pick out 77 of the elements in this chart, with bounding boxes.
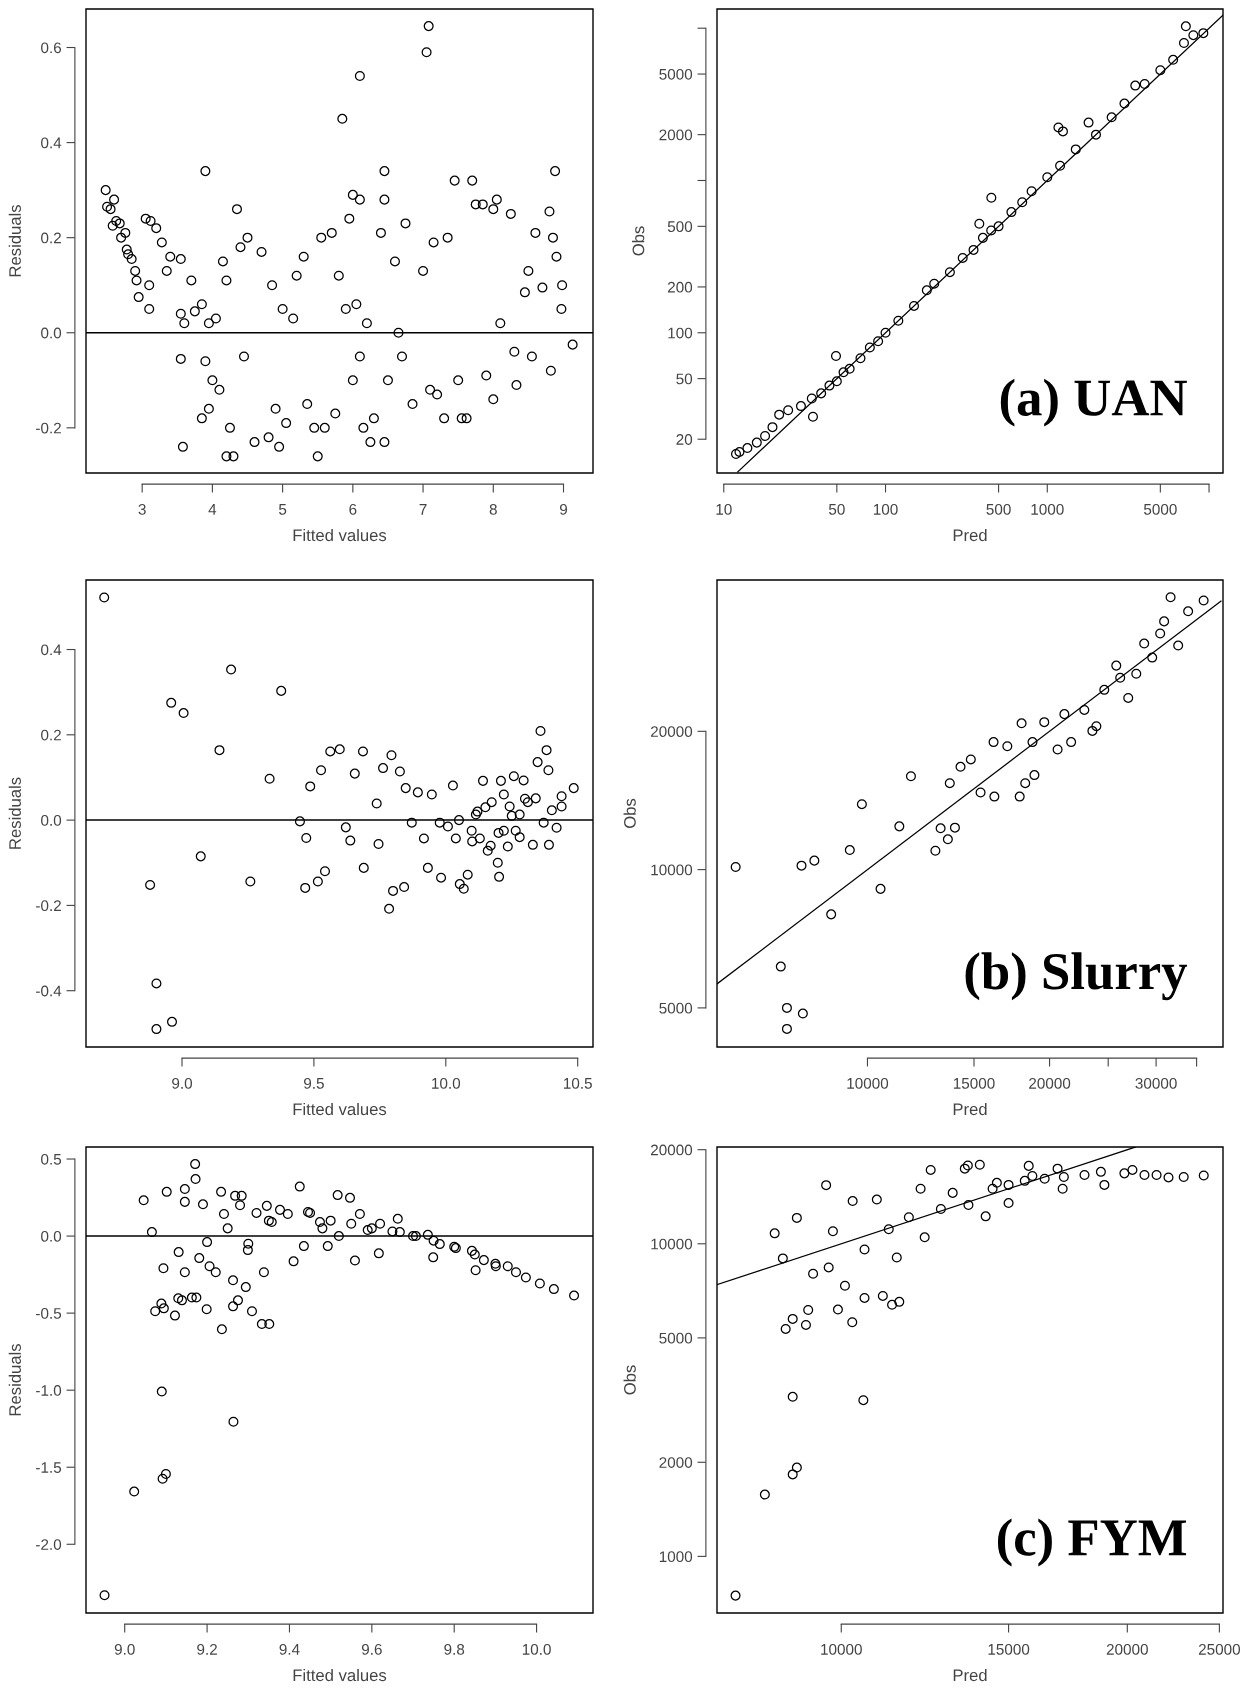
x-axis-title: Pred: [953, 1102, 987, 1116]
y-tick-label: 100: [668, 327, 693, 339]
x-tick-label: 10000: [847, 1077, 889, 1089]
x-tick-label: 10.0: [522, 1643, 551, 1655]
y-tick-label: -0.2: [36, 900, 61, 912]
y-tick-label: 0.4: [41, 644, 62, 656]
y-tick-label: 0.6: [41, 42, 62, 54]
y-tick-label: -1.0: [36, 1385, 62, 1396]
x-tick-label: 25000: [1198, 1643, 1241, 1655]
y-tick-label: 1000: [659, 1551, 693, 1563]
x-tick-label: 9.0: [114, 1643, 135, 1655]
y-tick-label: 10000: [651, 864, 693, 876]
y-tick-label: 50: [676, 373, 693, 385]
x-tick-label: 15000: [953, 1077, 995, 1089]
x-tick-label: 20000: [1029, 1077, 1071, 1089]
y-tick-label: 0.0: [41, 1230, 62, 1242]
x-tick-label: 6: [349, 503, 357, 515]
annotation: (a) UAN: [1000, 378, 1187, 427]
x-tick-label: 15000: [988, 1643, 1030, 1655]
y-axis-title: Obs: [632, 226, 645, 256]
y-axis-title: Obs: [623, 798, 636, 828]
x-tick-label: 7: [419, 504, 427, 515]
x-tick-label: 20000: [1106, 1643, 1148, 1655]
y-tick-label: 2000: [659, 129, 693, 141]
y-tick-label: 5000: [659, 1332, 693, 1344]
y-tick-label: 0.0: [41, 814, 62, 826]
y-tick-label: -0.2: [36, 422, 61, 434]
x-axis-title: Fitted values: [293, 1668, 387, 1682]
x-tick-label: 4: [208, 504, 217, 515]
y-tick-label: 0.5: [41, 1153, 62, 1165]
x-tick-label: 9.0: [172, 1077, 193, 1089]
y-tick-label: -2.0: [36, 1539, 62, 1550]
x-axis-title: Pred: [953, 1668, 987, 1682]
x-tick-label: 500: [986, 503, 1011, 515]
x-tick-label: 50: [828, 503, 845, 515]
x-tick-label: 9.6: [361, 1643, 382, 1655]
y-tick-label: 0.2: [41, 729, 61, 741]
y-axis-title: Residuals: [8, 777, 21, 849]
x-tick-label: 8: [489, 503, 497, 515]
x-tick-label: 10: [716, 503, 732, 515]
y-tick-label: 20000: [650, 726, 693, 738]
annotation: (c) FYM: [997, 1518, 1187, 1567]
y-tick-label: 0.4: [41, 137, 62, 149]
x-tick-label: 9: [559, 503, 568, 515]
y-tick-label: 5000: [659, 68, 693, 80]
y-axis-title: Obs: [623, 1365, 636, 1395]
x-tick-label: 10000: [821, 1643, 862, 1655]
y-tick-label: 0.2: [41, 232, 61, 244]
x-tick-label: 3: [138, 503, 146, 515]
x-tick-label: 10.5: [564, 1077, 592, 1089]
x-tick-label: 9.4: [279, 1643, 300, 1655]
x-axis-title: Fitted values: [293, 528, 387, 542]
x-tick-label: 30000: [1135, 1077, 1177, 1089]
x-tick-label: 5000: [1143, 503, 1177, 515]
x-axis-title: Pred: [953, 528, 987, 542]
y-tick-label: 5000: [659, 1002, 693, 1014]
y-tick-label: 2000: [659, 1457, 693, 1468]
x-tick-label: 100: [873, 503, 898, 515]
y-tick-label: 20: [676, 434, 693, 445]
x-tick-label: 9.5: [304, 1077, 324, 1089]
y-axis-title: Residuals: [8, 1344, 21, 1416]
x-axis-title: Fitted values: [293, 1102, 387, 1116]
y-tick-label: 10000: [651, 1238, 693, 1250]
y-tick-label: 0.0: [41, 327, 62, 339]
x-tick-label: 9.8: [444, 1643, 465, 1655]
annotation: (b) Slurry: [965, 952, 1188, 1001]
x-tick-label: 1000: [1031, 503, 1064, 515]
y-tick-label: 200: [667, 281, 693, 293]
y-tick-label: 20000: [650, 1144, 693, 1156]
y-tick-label: -0.5: [36, 1307, 62, 1319]
x-tick-label: 9.2: [197, 1643, 217, 1655]
y-tick-label: 500: [667, 221, 693, 233]
x-tick-label: 5: [278, 504, 287, 515]
x-tick-label: 10.0: [432, 1077, 461, 1089]
y-tick-label: -1.5: [36, 1462, 62, 1473]
y-tick-label: -0.4: [36, 985, 62, 997]
y-axis-title: Residuals: [8, 205, 21, 277]
